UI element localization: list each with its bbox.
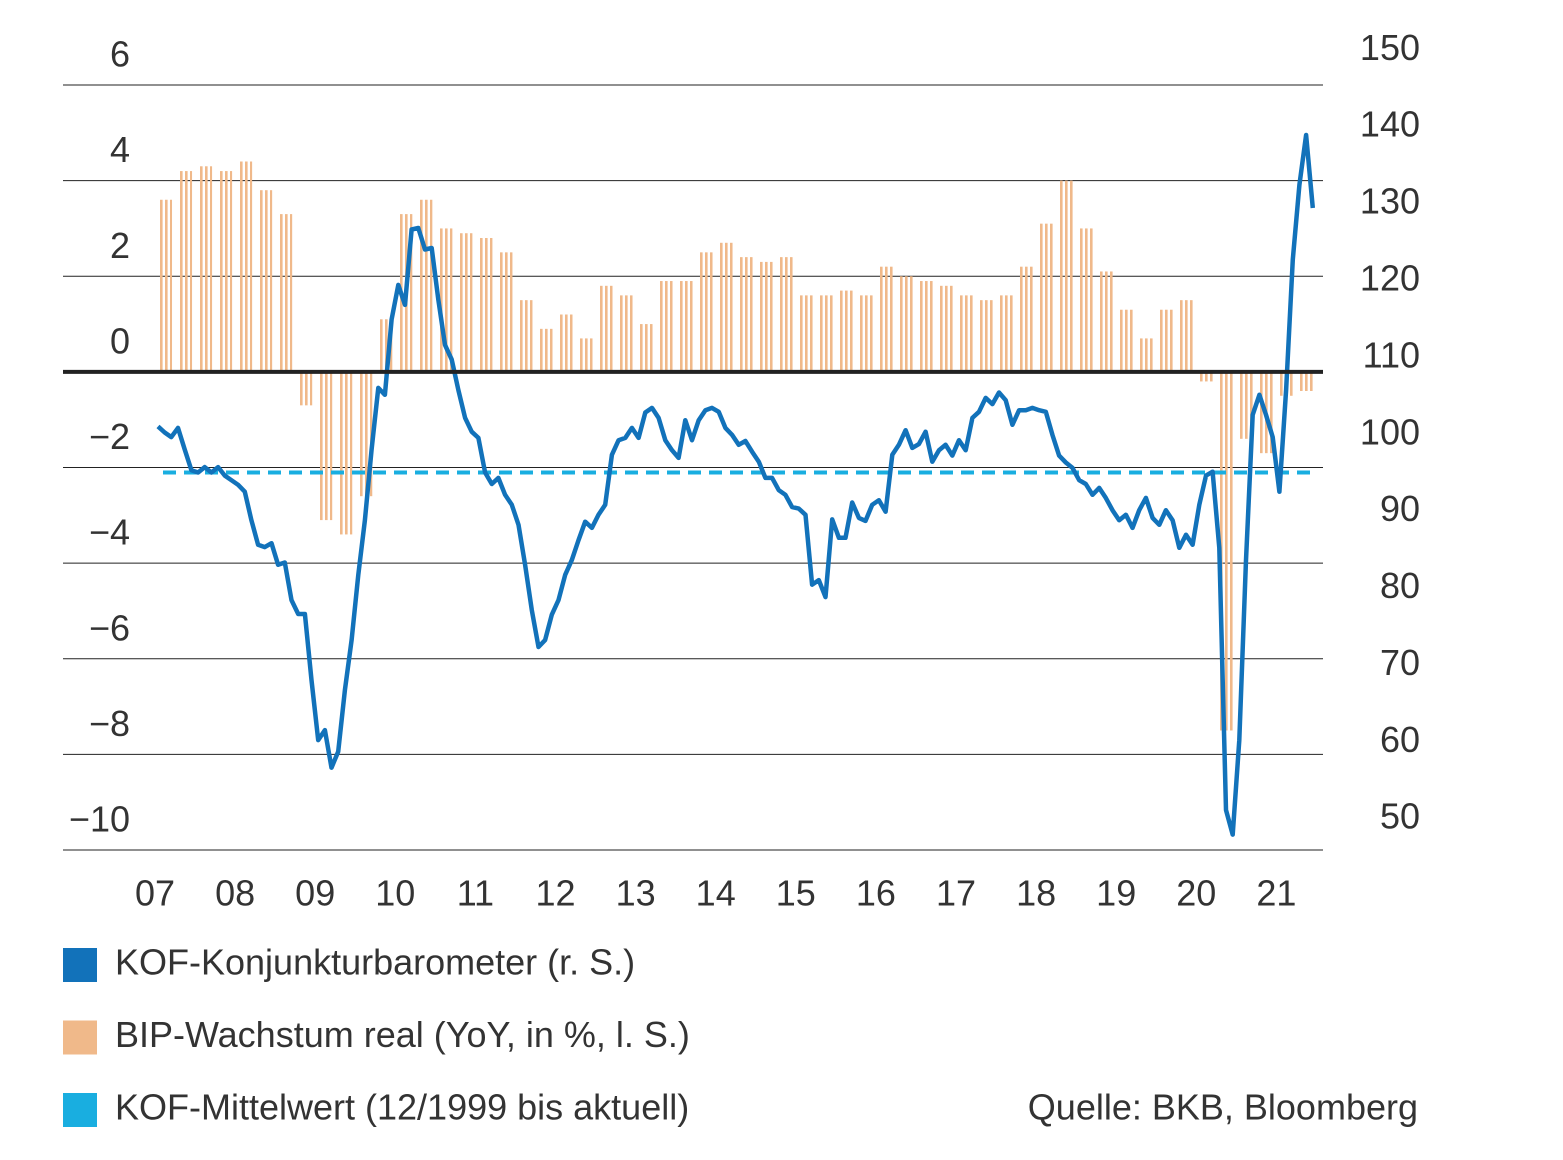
bar — [1199, 371, 1214, 382]
bar — [638, 324, 653, 372]
x-tick-label: 08 — [215, 873, 255, 914]
bar — [1039, 223, 1054, 372]
bar — [1179, 300, 1194, 372]
y-tick-label: −10 — [69, 799, 130, 840]
y-tick-label: −8 — [89, 703, 130, 744]
line — [156, 132, 1316, 837]
bar — [858, 295, 873, 372]
bar — [999, 295, 1014, 372]
bar — [1059, 180, 1074, 372]
x-tick-label: 10 — [375, 873, 415, 914]
bar — [1239, 371, 1254, 439]
legend-label: KOF-Konjunkturbarometer (r. S.) — [115, 942, 635, 983]
bar — [558, 314, 573, 372]
y-tick-label: 4 — [110, 129, 130, 170]
bar — [258, 190, 273, 372]
bar — [1159, 309, 1174, 372]
bar — [318, 371, 333, 521]
bar — [418, 199, 433, 372]
y-tick-label: −2 — [89, 416, 130, 457]
legend-label: BIP-Wachstum real (YoY, in %, l. S.) — [115, 1014, 690, 1055]
bar — [1139, 338, 1154, 372]
bar — [238, 161, 253, 372]
y2-tick-label: 120 — [1360, 257, 1420, 298]
y-tick-label: 2 — [110, 225, 130, 266]
y2-tick-label: 50 — [1380, 796, 1420, 837]
bar — [938, 285, 953, 372]
y-tick-label: 0 — [110, 320, 130, 361]
bar — [678, 281, 693, 372]
bar — [178, 171, 193, 372]
bar — [458, 233, 473, 372]
bar — [598, 285, 613, 372]
bar — [158, 199, 173, 372]
y2-tick-label: 90 — [1380, 488, 1420, 529]
y2-tick-label: 110 — [1363, 334, 1420, 375]
y-tick-label: −6 — [89, 607, 130, 648]
x-tick-label: 19 — [1096, 873, 1136, 914]
bar — [918, 281, 933, 372]
legend-label: KOF-Mittelwert (12/1999 bis aktuell) — [115, 1087, 689, 1128]
bar — [518, 300, 533, 372]
y2-tick-label: 70 — [1380, 642, 1420, 683]
bar — [718, 242, 733, 372]
y-tick-label: −4 — [89, 512, 130, 553]
bar — [1299, 371, 1314, 391]
y2-tick-label: 80 — [1380, 565, 1420, 606]
legend-swatch — [63, 948, 97, 982]
bar — [478, 238, 493, 372]
bar — [818, 295, 833, 372]
bar — [778, 257, 793, 372]
x-tick-label: 20 — [1176, 873, 1216, 914]
x-tick-label: 13 — [616, 873, 656, 914]
bar — [538, 328, 553, 372]
bar — [1099, 271, 1114, 372]
x-tick-label: 12 — [535, 873, 575, 914]
bar — [278, 214, 293, 372]
bar — [1019, 266, 1034, 372]
bar — [338, 371, 353, 535]
bar — [959, 295, 974, 372]
x-tick-label: 17 — [936, 873, 976, 914]
x-tick-label: 11 — [457, 873, 494, 914]
x-tick-label: 15 — [776, 873, 816, 914]
y2-tick-label: 140 — [1360, 104, 1420, 145]
bar — [1079, 228, 1094, 372]
source: Quelle: BKB, Bloomberg — [1028, 1087, 1418, 1128]
bar — [979, 300, 994, 372]
bar — [578, 338, 593, 372]
bar — [658, 281, 673, 372]
x-tick-label: 14 — [696, 873, 736, 914]
y2-tick-label: 60 — [1380, 719, 1420, 760]
x-tick-label: 07 — [135, 873, 175, 914]
bar — [758, 261, 773, 372]
bar — [898, 276, 913, 372]
bar — [198, 166, 213, 372]
x-tick-label: 18 — [1016, 873, 1056, 914]
legend-swatch — [63, 1093, 97, 1127]
y-tick-label: 6 — [110, 34, 130, 75]
x-tick-label: 21 — [1256, 873, 1296, 914]
bar — [298, 371, 313, 406]
bar — [798, 295, 813, 372]
y2-tick-label: 100 — [1360, 411, 1420, 452]
bar — [738, 257, 753, 372]
bar — [498, 252, 513, 372]
bar — [1119, 309, 1134, 372]
bar — [698, 252, 713, 372]
bar — [218, 171, 233, 372]
y2-tick-label: 150 — [1360, 27, 1420, 68]
bar — [618, 295, 633, 372]
bar — [838, 290, 853, 372]
y2-tick-label: 130 — [1360, 181, 1420, 222]
legend-swatch — [63, 1020, 97, 1055]
x-tick-label: 16 — [856, 873, 896, 914]
bar — [878, 266, 893, 372]
x-tick-label: 09 — [295, 873, 335, 914]
